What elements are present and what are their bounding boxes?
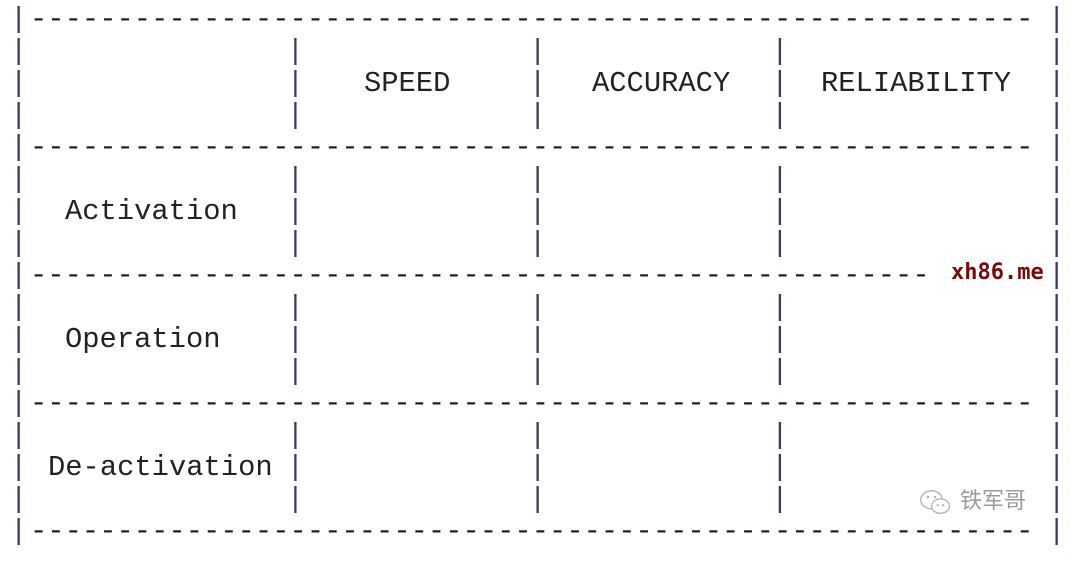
table-pipe: | (10, 163, 28, 196)
table-pipe: | (529, 227, 547, 260)
column-header-speed: SPEED (364, 67, 451, 100)
table-pipe: | (771, 195, 789, 228)
table-pipe: | (1048, 3, 1066, 36)
table-pipe: | (529, 451, 547, 484)
table-pipe: | (771, 67, 789, 100)
table-pipe: | (529, 355, 547, 388)
table-pipe: | (529, 163, 547, 196)
table-pipe: | (1048, 195, 1066, 228)
table-pipe: | (1048, 67, 1066, 100)
column-header-reliability: RELIABILITY (821, 67, 1012, 100)
table-pipe: | (1048, 131, 1066, 164)
table-pipe: | (771, 99, 789, 132)
table-pipe: | (286, 99, 305, 132)
table-dash-rule: ----------------------------------------… (30, 387, 1034, 420)
table-pipe: | (771, 355, 789, 388)
table-pipe: | (10, 99, 28, 132)
table-pipe: | (1048, 163, 1066, 196)
account-watermark: 铁军哥 (918, 488, 1026, 516)
table-pipe: | (771, 227, 789, 260)
table-pipe: | (771, 419, 789, 452)
table-pipe: | (286, 323, 305, 356)
table-pipe: | (10, 291, 28, 324)
table-pipe: | (10, 387, 28, 420)
table-dash-rule: ----------------------------------------… (30, 515, 1034, 548)
table-pipe: | (286, 451, 305, 484)
table-pipe: | (10, 259, 28, 292)
table-pipe: | (1048, 323, 1066, 356)
table-pipe: | (771, 163, 789, 196)
table-pipe: | (10, 3, 28, 36)
table-pipe: | (286, 419, 305, 452)
table-pipe: | (771, 291, 789, 324)
table-pipe: | (529, 35, 547, 68)
account-name: 铁军哥 (960, 489, 1027, 514)
table-pipe: | (771, 323, 789, 356)
table-pipe: | (286, 355, 305, 388)
table-pipe: | (1048, 227, 1066, 260)
table-pipe: | (771, 483, 789, 516)
table-pipe: | (286, 163, 305, 196)
table-pipe: | (1048, 35, 1066, 68)
table-pipe: | (10, 67, 28, 100)
table-pipe: | (10, 483, 28, 516)
table-dash-rule: ----------------------------------------… (30, 259, 930, 292)
table-dash-rule: ----------------------------------------… (30, 131, 1034, 164)
row-label-de-activation: De-activation (48, 451, 273, 484)
table-pipe: | (286, 291, 305, 324)
table-pipe: | (771, 451, 789, 484)
table-pipe: | (10, 35, 28, 68)
table-pipe: | (1048, 387, 1066, 420)
table-pipe: | (529, 195, 547, 228)
table-pipe: | (1048, 515, 1066, 548)
column-header-accuracy: ACCURACY (592, 67, 731, 100)
table-pipe: | (529, 483, 547, 516)
table-pipe: | (286, 483, 305, 516)
row-label-activation: Activation (65, 195, 238, 228)
table-pipe: | (10, 227, 28, 260)
table-pipe: | (10, 515, 28, 548)
table-pipe: | (10, 355, 28, 388)
table-pipe: | (771, 35, 789, 68)
table-pipe: | (286, 195, 305, 228)
table-pipe: | (1048, 419, 1066, 452)
table-pipe: | (10, 451, 28, 484)
table-pipe: | (1048, 483, 1066, 516)
table-pipe: | (286, 67, 305, 100)
table-dash-rule: ----------------------------------------… (30, 3, 1034, 36)
wechat-icon (920, 489, 951, 514)
table-pipe: | (529, 99, 547, 132)
site-watermark: xh86.me (951, 260, 1044, 285)
table-pipe: | (1048, 99, 1066, 132)
table-pipe: | (286, 227, 305, 260)
table-pipe: | (529, 323, 547, 356)
table-pipe: | (1048, 355, 1066, 388)
table-pipe: | (529, 419, 547, 452)
table-pipe: | (10, 323, 28, 356)
table-pipe: | (529, 67, 547, 100)
table-pipe: | (286, 35, 305, 68)
table-pipe: | (10, 195, 28, 228)
table-pipe: | (10, 131, 28, 164)
table-pipe: | (1048, 259, 1066, 292)
row-label-operation: Operation (65, 323, 221, 356)
table-pipe: | (529, 291, 547, 324)
table-pipe: | (10, 419, 28, 452)
table-pipe: | (1048, 451, 1066, 484)
table-pipe: | (1048, 291, 1066, 324)
